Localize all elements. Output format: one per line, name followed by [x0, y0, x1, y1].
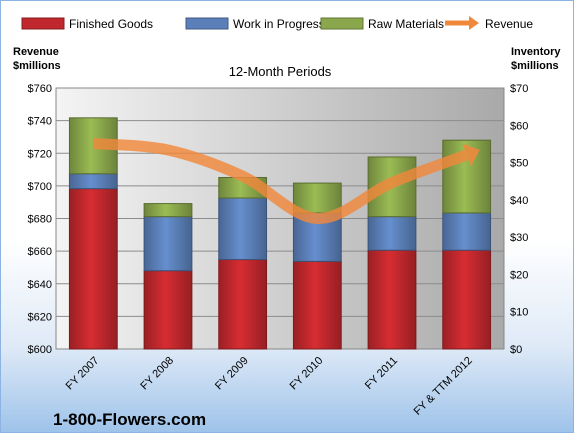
bar-finished-goods — [292, 260, 342, 350]
bar-work-in-progress — [442, 212, 492, 251]
legend-label: Finished Goods — [69, 17, 153, 31]
left-tick-label: $740 — [28, 116, 52, 128]
right-axis-label-line1: Inventory — [511, 46, 561, 58]
right-axis-label-line2: $millions — [511, 60, 559, 72]
x-tick-label: FY 2007 — [64, 355, 102, 393]
legend-swatch-finished-goods — [21, 17, 65, 30]
legend-swatch-raw-materials — [320, 17, 364, 30]
right-axis-ticks: $0 $10 $20 $30 $40 $50 $60 $70 — [510, 83, 528, 356]
left-axis-ticks: $600 $620 $640 $660 $680 $700 $720 $740 $760 — [28, 83, 52, 356]
legend-label: Raw Materials — [368, 17, 444, 31]
revenue-arrowhead — [462, 143, 480, 167]
bar-finished-goods — [143, 270, 193, 350]
gridlines — [56, 120, 504, 317]
right-tick-label: $50 — [510, 158, 528, 170]
x-tick-label: FY 2009 — [213, 355, 251, 393]
right-tick-label: $20 — [510, 269, 528, 281]
bar-work-in-progress — [367, 216, 417, 251]
bar-finished-goods — [68, 188, 118, 350]
left-axis-label-line2: $millions — [13, 60, 61, 72]
left-tick-label: $720 — [28, 148, 52, 160]
brand-label: 1-800-Flowers.com — [53, 410, 206, 429]
revenue-line — [92, 137, 469, 224]
legend: Finished Goods Work in Progress Raw Materi… — [21, 16, 533, 31]
x-tick-label: FY 2010 — [288, 355, 326, 393]
left-tick-label: $600 — [28, 344, 52, 356]
bar-finished-goods — [367, 249, 417, 350]
x-tick-label: FY & TTM 2012 — [412, 355, 475, 418]
left-tick-label: $620 — [28, 311, 52, 323]
legend-label: Revenue — [485, 17, 533, 31]
bar-work-in-progress — [68, 173, 118, 190]
right-tick-label: $10 — [510, 307, 528, 319]
x-tick-label: FY 2011 — [363, 355, 400, 392]
right-tick-label: $70 — [510, 83, 528, 95]
left-tick-label: $700 — [28, 181, 52, 193]
left-tick-label: $660 — [28, 246, 52, 258]
left-tick-label: $640 — [28, 279, 52, 291]
left-tick-label: $680 — [28, 214, 52, 226]
right-tick-label: $40 — [510, 195, 528, 207]
x-tick-label: FY 2008 — [138, 355, 176, 393]
revenue-line-layer — [92, 137, 480, 224]
bars — [68, 117, 492, 350]
bar-finished-goods — [218, 259, 268, 350]
bar-finished-goods — [442, 249, 492, 350]
legend-arrow-icon — [469, 16, 479, 30]
legend-swatch-work-in-progress — [185, 17, 229, 30]
left-axis-label-line1: Revenue — [13, 46, 59, 58]
x-axis-ticks: FY 2007 FY 2008 FY 2009 FY 2010 FY 2011 FY & … — [64, 355, 475, 418]
bar-work-in-progress — [218, 197, 268, 261]
bar-work-in-progress — [143, 216, 193, 272]
left-tick-label: $760 — [28, 83, 52, 95]
bar-raw-materials — [292, 182, 342, 214]
right-tick-label: $0 — [510, 344, 522, 356]
legend-label: Work in Progress — [233, 17, 325, 31]
right-tick-label: $30 — [510, 232, 528, 244]
chart-title: 12-Month Periods — [229, 64, 332, 79]
right-tick-label: $60 — [510, 120, 528, 132]
bar-raw-materials — [143, 203, 193, 218]
